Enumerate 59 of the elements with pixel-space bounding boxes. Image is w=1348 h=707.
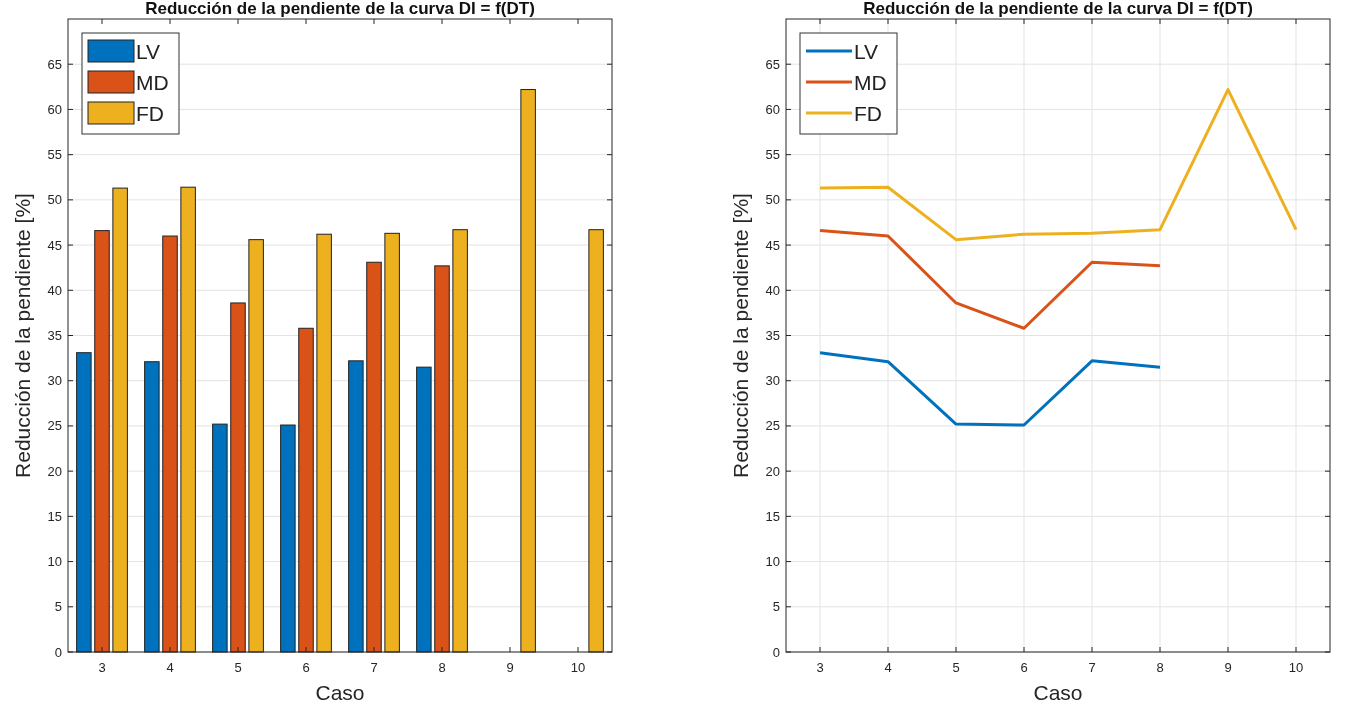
- x-tick-label: 6: [1020, 660, 1028, 675]
- line-series: [818, 88, 1298, 242]
- y-tick-label: 10: [765, 554, 780, 570]
- y-tick-label: 15: [765, 508, 780, 524]
- y-tick-label: 45: [47, 237, 62, 253]
- x-tick-label: 3: [98, 660, 106, 675]
- y-tick-label: 5: [54, 599, 62, 615]
- y-tick-label: 50: [47, 192, 62, 208]
- y-tick-label: 40: [765, 282, 780, 298]
- x-tick-label: 6: [302, 660, 310, 675]
- y-tick-label: 35: [765, 328, 780, 344]
- legend-label: FD: [854, 102, 882, 125]
- x-tick-label: 7: [1088, 660, 1096, 675]
- y-axis-title: Reducción de la pendiente [%]: [11, 193, 34, 478]
- y-tick-label: 25: [47, 418, 62, 434]
- y-tick-label: 60: [47, 101, 62, 117]
- chart-title: Reducción de la pendiente de la curva DI = f(DT): [863, 0, 1253, 18]
- legend-label: FD: [136, 102, 164, 125]
- y-tick-label: 65: [47, 56, 62, 72]
- y-tick-label: 10: [47, 554, 62, 570]
- y-tick-label: 45: [765, 237, 780, 253]
- x-tick-label: 9: [1224, 660, 1232, 675]
- y-tick-label: 55: [765, 147, 780, 163]
- y-tick-label: 0: [54, 644, 62, 660]
- x-axis-title: Caso: [315, 681, 365, 704]
- x-tick-label: 5: [952, 660, 960, 675]
- y-tick-label: 5: [772, 599, 780, 615]
- y-tick-label: 30: [765, 373, 780, 389]
- y-tick-label: 55: [47, 147, 62, 163]
- y-tick-label: 40: [47, 282, 62, 298]
- y-tick-label: 60: [765, 101, 780, 117]
- legend-label: LV: [136, 40, 161, 63]
- y-tick-label: 0: [772, 644, 780, 660]
- line-series: [818, 351, 1162, 427]
- x-tick-label: 8: [438, 660, 446, 675]
- x-tick-label: 10: [570, 660, 586, 675]
- x-axis-title: Caso: [1033, 681, 1083, 704]
- x-tick-label: 4: [166, 660, 174, 675]
- x-tick-label: 10: [1288, 660, 1304, 675]
- y-tick-label: 15: [47, 508, 62, 524]
- legend-label: MD: [136, 71, 169, 94]
- y-tick-label: 20: [765, 463, 780, 479]
- x-tick-label: 8: [1156, 660, 1164, 675]
- line-series: [818, 229, 1162, 330]
- x-tick-label: 4: [884, 660, 892, 675]
- y-tick-label: 20: [47, 463, 62, 479]
- x-tick-label: 3: [816, 660, 824, 675]
- y-axis-title: Reducción de la pendiente [%]: [729, 193, 752, 478]
- legend-label: MD: [854, 71, 887, 94]
- x-tick-label: 5: [234, 660, 242, 675]
- y-tick-label: 35: [47, 328, 62, 344]
- y-tick-label: 30: [47, 373, 62, 389]
- y-tick-label: 25: [765, 418, 780, 434]
- y-tick-label: 50: [765, 192, 780, 208]
- chart-title: Reducción de la pendiente de la curva DI = f(DT): [145, 0, 535, 18]
- y-tick-label: 65: [765, 56, 780, 72]
- x-tick-label: 7: [370, 660, 378, 675]
- x-tick-label: 9: [506, 660, 514, 675]
- legend-label: LV: [854, 40, 879, 63]
